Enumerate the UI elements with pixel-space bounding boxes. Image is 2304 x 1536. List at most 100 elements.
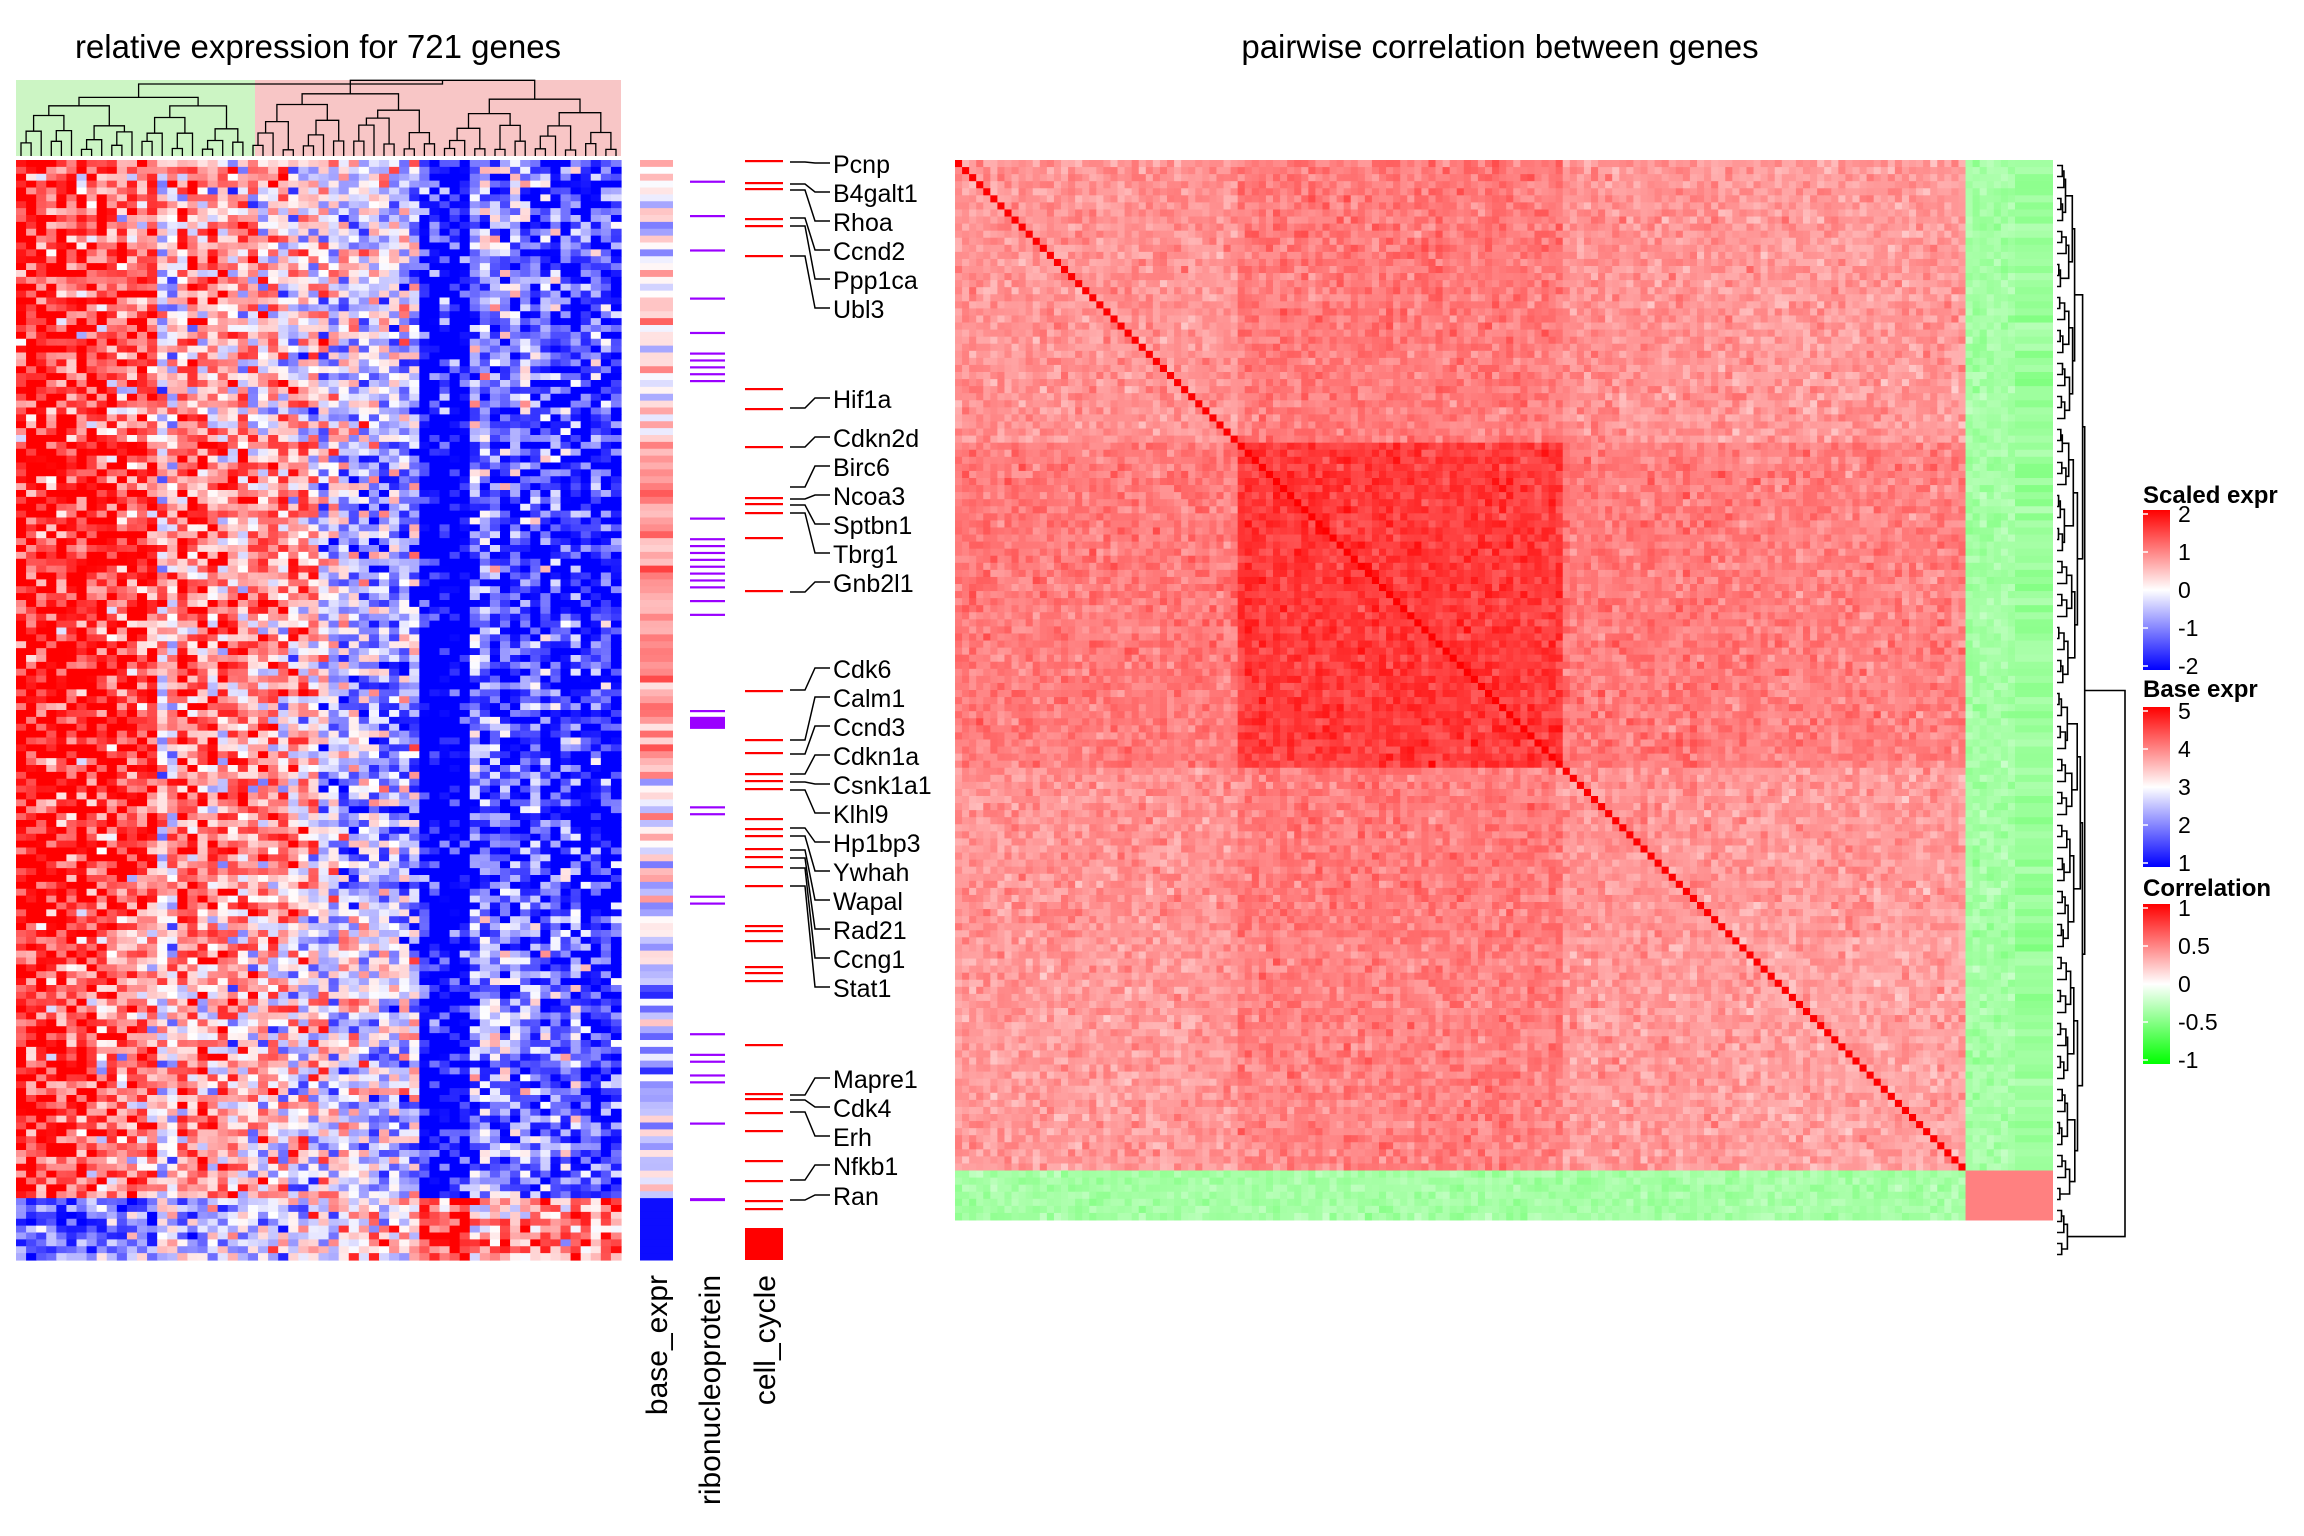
expression-cell [46,339,57,346]
expression-cell [611,249,622,256]
expression-cell [540,703,551,710]
expression-cell [611,339,622,346]
expression-cell [550,655,561,662]
expression-cell [298,263,309,270]
expression-cell [107,531,118,538]
expression-cell [56,298,67,305]
expression-cell [238,270,249,277]
expression-cell [298,401,309,408]
expression-cell [268,566,279,573]
expression-cell [107,284,118,291]
expression-cell [298,469,309,476]
expression-cell [147,463,158,470]
expression-cell [429,181,440,188]
expression-cell [127,710,138,717]
expression-cell [319,188,330,195]
expression-cell [157,188,168,195]
expression-cell [77,414,88,421]
expression-cell [319,696,330,703]
expression-cell [308,229,319,236]
expression-cell [208,648,219,655]
expression-cell [419,387,430,394]
expression-cell [218,586,229,593]
expression-cell [167,717,178,724]
expression-cell [409,208,420,215]
expression-cell [198,291,209,298]
expression-cell [26,579,37,586]
expression-cell [490,277,501,284]
expression-cell [208,573,219,580]
expression-cell [470,662,481,669]
expression-cell [500,683,511,690]
expression-cell [228,573,239,580]
expression-cell [56,717,67,724]
expression-cell [339,311,350,318]
expression-cell [419,621,430,628]
expression-cell [399,456,410,463]
expression-cell [480,531,491,538]
expression-cell [298,545,309,552]
expression-cell [440,559,451,566]
expression-cell [308,614,319,621]
expression-cell [561,689,572,696]
expression-cell [601,469,612,476]
expression-cell [157,229,168,236]
expression-cell [288,531,299,538]
expression-cell [460,552,471,559]
expression-cell [319,655,330,662]
expression-cell [198,414,209,421]
expression-cell [611,476,622,483]
expression-cell [198,229,209,236]
expression-cell [379,579,390,586]
expression-cell [530,277,541,284]
expression-cell [440,401,451,408]
expression-cell [369,607,380,614]
expression-cell [167,676,178,683]
expression-cell [329,717,340,724]
expression-cell [117,394,128,401]
expression-cell [611,538,622,545]
expression-cell [601,229,612,236]
expression-cell [278,181,289,188]
expression-cell [198,373,209,380]
expression-cell [107,229,118,236]
expression-cell [399,566,410,573]
expression-cell [177,249,188,256]
expression-cell [167,531,178,538]
expression-cell [540,683,551,690]
expression-cell [308,566,319,573]
expression-cell [480,621,491,628]
expression-cell [611,518,622,525]
expression-cell [107,710,118,717]
expression-cell [450,408,461,415]
expression-cell [77,359,88,366]
expression-cell [198,607,209,614]
expression-cell [278,435,289,442]
expression-cell [147,325,158,332]
expression-cell [36,167,47,174]
expression-cell [56,201,67,208]
expression-cell [419,483,430,490]
expression-cell [198,717,209,724]
expression-cell [601,621,612,628]
expression-cell [26,566,37,573]
expression-cell [97,579,108,586]
expression-cell [278,552,289,559]
expression-cell [349,607,360,614]
expression-cell [329,683,340,690]
expression-cell [530,524,541,531]
expression-cell [550,167,561,174]
expression-cell [16,586,27,593]
expression-cell [389,614,400,621]
expression-cell [399,243,410,250]
expression-cell [419,243,430,250]
expression-cell [218,298,229,305]
expression-cell [87,353,98,360]
expression-cell [389,332,400,339]
expression-cell [611,229,622,236]
expression-cell [36,229,47,236]
expression-cell [319,614,330,621]
expression-cell [419,669,430,676]
expression-cell [268,641,279,648]
expression-cell [97,346,108,353]
